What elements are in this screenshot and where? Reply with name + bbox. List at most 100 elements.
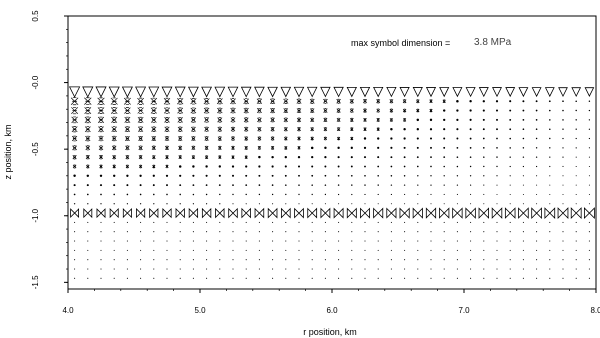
data-point	[509, 240, 511, 242]
data-point	[324, 156, 327, 159]
data-point	[285, 193, 287, 196]
data-point	[575, 249, 577, 251]
data-point	[272, 259, 274, 261]
data-point	[470, 249, 472, 251]
data-point	[509, 109, 512, 112]
data-point	[269, 98, 276, 104]
data-point	[430, 193, 432, 196]
data-point	[575, 128, 577, 130]
data-point	[97, 107, 105, 114]
data-point	[205, 184, 208, 187]
data-point	[483, 268, 485, 270]
data-point	[298, 277, 300, 279]
data-point	[179, 240, 181, 242]
data-point	[204, 136, 209, 141]
data-point	[588, 156, 590, 158]
data-point	[483, 249, 485, 251]
data-point	[359, 86, 371, 98]
data-point	[337, 184, 340, 186]
data-point	[509, 221, 511, 223]
data-point	[575, 156, 577, 158]
data-point	[337, 156, 340, 159]
data-point	[509, 165, 511, 168]
data-point	[324, 231, 326, 233]
data-point	[179, 193, 181, 196]
data-point	[126, 184, 129, 187]
data-point	[549, 193, 551, 195]
data-point	[178, 155, 182, 160]
data-point	[350, 156, 353, 159]
data-point	[150, 107, 157, 114]
data-point	[98, 126, 104, 133]
data-point	[204, 126, 209, 132]
data-point	[257, 126, 262, 132]
data-point	[362, 99, 368, 104]
data-point	[231, 155, 235, 159]
data-point	[218, 174, 221, 177]
data-point	[71, 116, 78, 124]
data-point	[231, 145, 235, 150]
data-point	[562, 165, 564, 168]
data-point	[386, 207, 397, 219]
data-point	[390, 175, 393, 177]
data-point	[192, 231, 194, 233]
data-point	[152, 164, 156, 169]
data-point	[271, 165, 274, 168]
data-point	[271, 174, 274, 177]
data-point	[324, 146, 327, 150]
data-point	[283, 98, 289, 104]
data-point	[338, 268, 340, 270]
data-point	[386, 86, 397, 98]
data-point	[456, 249, 458, 251]
data-point	[100, 193, 102, 196]
data-point	[285, 221, 287, 223]
data-point	[562, 100, 564, 103]
data-point	[549, 128, 551, 130]
data-point	[272, 231, 274, 233]
data-point	[536, 231, 538, 233]
data-point	[307, 207, 318, 219]
data-point	[192, 277, 194, 279]
data-point	[456, 165, 459, 168]
data-point	[215, 207, 225, 219]
data-point	[192, 203, 194, 205]
data-point	[390, 146, 393, 149]
data-point	[126, 174, 129, 177]
data-point	[536, 193, 538, 195]
data-point	[337, 146, 340, 150]
data-point	[417, 268, 419, 270]
data-point	[191, 136, 196, 141]
data-point	[165, 174, 169, 177]
data-point	[562, 147, 564, 149]
data-point	[363, 137, 367, 140]
data-point	[320, 207, 331, 219]
data-point	[100, 268, 102, 270]
data-point	[74, 231, 76, 233]
data-point	[377, 268, 379, 270]
data-point	[164, 126, 170, 132]
data-point	[562, 128, 564, 130]
data-point	[86, 184, 89, 187]
data-point	[190, 126, 196, 132]
data-point	[377, 175, 379, 177]
data-point	[509, 118, 512, 121]
data-point	[166, 249, 168, 251]
data-point	[404, 268, 406, 270]
data-point	[483, 193, 485, 195]
data-point	[417, 175, 419, 177]
data-point	[456, 240, 458, 242]
data-point	[310, 127, 315, 132]
data-point	[324, 203, 326, 205]
data-point	[298, 231, 300, 233]
data-point	[522, 147, 525, 149]
data-point	[469, 156, 472, 158]
data-point	[270, 117, 275, 123]
data-point	[376, 127, 380, 131]
data-point	[351, 184, 353, 186]
data-point	[228, 207, 238, 219]
data-point	[245, 240, 247, 242]
data-point	[536, 221, 538, 223]
data-point	[311, 249, 313, 251]
data-point	[509, 259, 511, 261]
data-point	[258, 155, 261, 159]
